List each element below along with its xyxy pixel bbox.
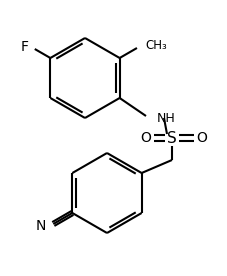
- Text: N: N: [36, 219, 46, 233]
- Text: O: O: [196, 131, 207, 145]
- Text: O: O: [140, 131, 151, 145]
- Text: CH₃: CH₃: [144, 38, 166, 52]
- Text: F: F: [21, 40, 29, 54]
- Text: S: S: [166, 131, 176, 145]
- Text: NH: NH: [156, 112, 175, 124]
